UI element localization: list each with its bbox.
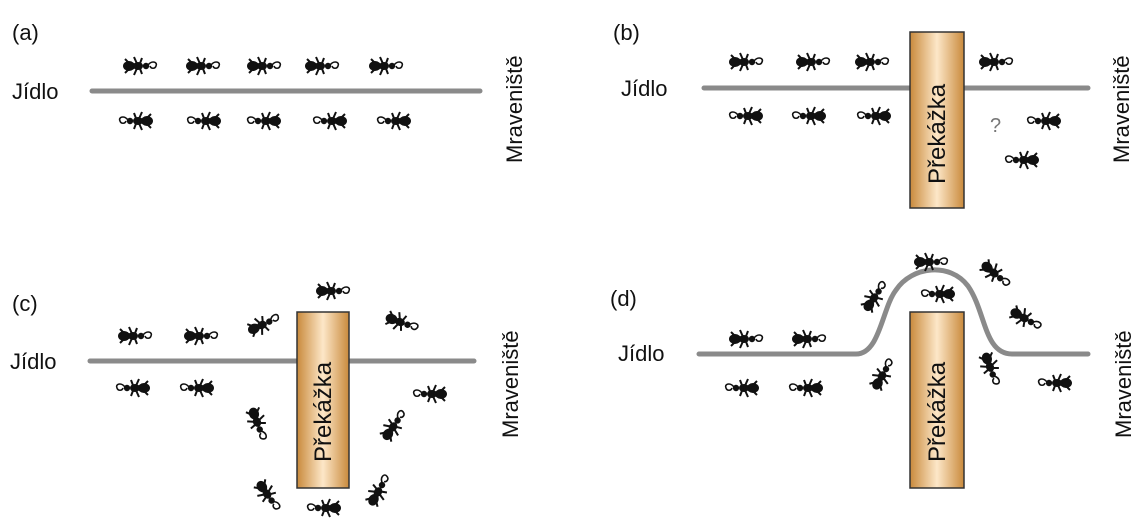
panel-d-ants	[724, 252, 1073, 398]
panel-b: (b) Jídlo Překážka ? Mraveniště	[613, 20, 1134, 209]
ant-icon	[854, 52, 890, 72]
panel-b-nest-label: Mraveniště	[1109, 55, 1134, 163]
ant-icon	[315, 281, 351, 301]
panel-a-label: (a)	[12, 20, 39, 45]
ant-icon	[412, 384, 448, 404]
panel-b-obstacle-label: Překážka	[924, 83, 951, 184]
ant-icon	[186, 111, 222, 131]
ant-icon	[865, 354, 900, 395]
ant-icon	[724, 378, 760, 398]
ant-icon	[381, 307, 422, 338]
panel-a-food-label: Jídlo	[12, 79, 58, 104]
panel-a-ants-bottom	[118, 111, 412, 131]
ant-icon	[242, 403, 273, 444]
ant-icon	[978, 52, 1014, 72]
ant-icon	[368, 56, 404, 76]
panel-c-label: (c)	[12, 291, 38, 316]
panel-c-nest-label: Mraveniště	[498, 330, 523, 438]
ant-icon	[312, 111, 348, 131]
ant-icon	[795, 52, 831, 72]
panel-b-obstacle	[909, 31, 965, 209]
panel-d-nest-label: Mraveniště	[1111, 330, 1136, 438]
ant-icon	[791, 106, 827, 126]
panel-d-obstacle	[909, 311, 965, 489]
ant-icon	[185, 56, 221, 76]
ant-icon	[376, 111, 412, 131]
panel-d-trail	[696, 267, 1091, 357]
panel-c-obstacle-label: Překážka	[310, 361, 337, 462]
ant-icon	[306, 498, 342, 518]
ant-icon	[920, 284, 956, 304]
ant-icon	[179, 378, 215, 398]
panel-a: (a) Jídlo Mraveniště	[12, 20, 527, 163]
ant-icon	[304, 56, 340, 76]
ant-icon	[246, 111, 282, 131]
ant-icon	[183, 326, 219, 346]
ant-icon	[122, 56, 158, 76]
panel-c-food-label: Jídlo	[10, 349, 56, 374]
panel-b-question-mark: ?	[990, 115, 1001, 137]
ant-icon	[1005, 301, 1046, 336]
panel-a-nest-label: Mraveniště	[502, 55, 527, 163]
ant-icon	[728, 106, 764, 126]
panel-d: (d) Jídlo Překážka Mraveniště	[610, 252, 1136, 489]
ant-icon	[728, 52, 764, 72]
ant-icon	[115, 378, 151, 398]
ant-icon	[250, 475, 286, 516]
ant-icon	[1004, 150, 1040, 170]
ant-icon	[1026, 111, 1062, 131]
panel-a-ants-top	[122, 56, 404, 76]
ant-icon	[728, 329, 764, 349]
ant-icon	[856, 106, 892, 126]
ant-icon	[791, 329, 827, 349]
ant-icon	[975, 255, 1015, 293]
panel-c-ants	[115, 281, 448, 518]
ant-icon	[376, 405, 412, 446]
ant-icon	[361, 470, 396, 511]
ant-icon	[117, 326, 153, 346]
panel-d-food-label: Jídlo	[618, 341, 664, 366]
panel-b-food-label: Jídlo	[621, 76, 667, 101]
ant-icon	[788, 378, 824, 398]
panel-b-label: (b)	[613, 20, 640, 45]
ant-icon	[243, 308, 284, 341]
ant-icon	[975, 348, 1006, 389]
ant-icon	[1037, 373, 1073, 393]
panel-d-obstacle-label: Překážka	[924, 361, 951, 462]
panel-d-label: (d)	[610, 286, 637, 311]
ant-icon	[246, 56, 282, 76]
ant-icon	[118, 111, 154, 131]
panel-b-ants	[728, 52, 1062, 170]
panel-c: (c) Jídlo Překážka Mraveniště	[10, 281, 523, 518]
panel-c-obstacle	[296, 311, 350, 489]
